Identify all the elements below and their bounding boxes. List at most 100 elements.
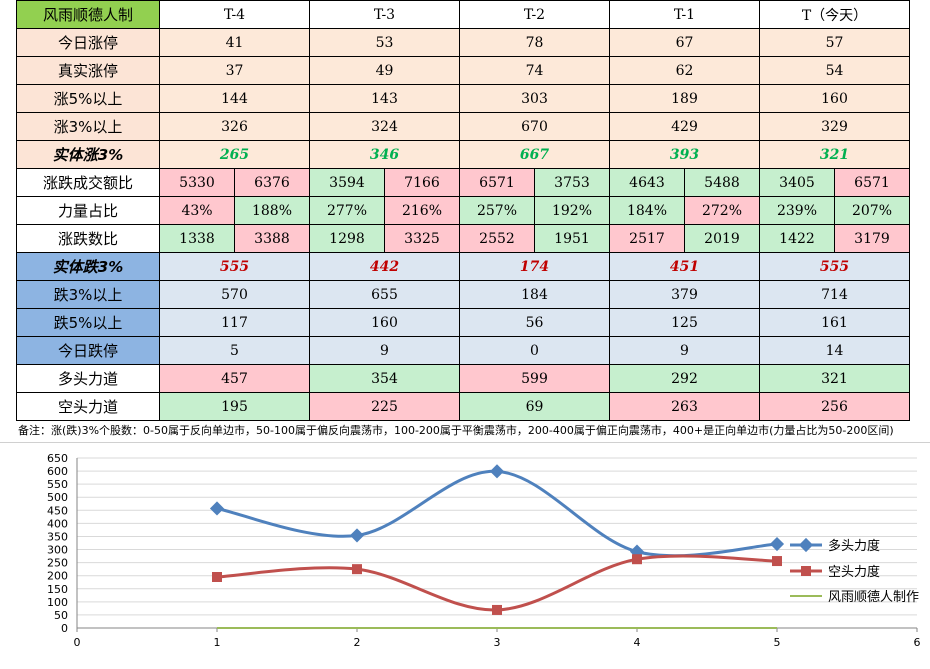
table-cell: 6571 bbox=[835, 169, 910, 197]
y-tick-label: 0 bbox=[61, 622, 68, 635]
y-tick-label: 50 bbox=[54, 609, 68, 622]
table-cell: 41 bbox=[160, 29, 310, 57]
legend-marker bbox=[801, 566, 811, 576]
table-cell: 49 bbox=[310, 57, 460, 85]
table-cell: 69 bbox=[460, 393, 610, 421]
row-label: 跌5%以上 bbox=[16, 309, 160, 337]
bear-series-point bbox=[492, 604, 502, 615]
table-cell: 189 bbox=[610, 85, 760, 113]
x-tick-label: 1 bbox=[214, 636, 221, 649]
table-cell: 3405 bbox=[760, 169, 835, 197]
y-tick-label: 200 bbox=[47, 570, 68, 583]
table-cell: 144 bbox=[160, 85, 310, 113]
table-cell: 326 bbox=[160, 113, 310, 141]
y-tick-label: 450 bbox=[47, 504, 68, 517]
row-label: 实体涨3% bbox=[16, 141, 160, 169]
table-corner-label: 风雨顺德人制 bbox=[16, 0, 160, 29]
table-cell: 143 bbox=[310, 85, 460, 113]
row-label: 真实涨停 bbox=[16, 57, 160, 85]
column-header: T-4 bbox=[160, 0, 310, 29]
table-cell: 321 bbox=[760, 141, 910, 169]
table-cell: 9 bbox=[310, 337, 460, 365]
table-cell: 277% bbox=[310, 197, 385, 225]
y-tick-label: 400 bbox=[47, 517, 68, 530]
table-cell: 457 bbox=[160, 365, 310, 393]
table-cell: 3594 bbox=[310, 169, 385, 197]
row-label: 涨3%以上 bbox=[16, 113, 160, 141]
table-cell: 174 bbox=[460, 253, 610, 281]
table-cell: 442 bbox=[310, 253, 460, 281]
data-table: 风雨顺德人制 T-4 T-3 T-2 T-1 T（今天） 今日涨停 41 53 78 67 57 真实涨… bbox=[16, 0, 910, 421]
table-note: 备注：涨(跌)3%个股数：0-50属于反向单边市，50-100属于偏反向震荡市，… bbox=[18, 424, 894, 437]
column-header: T（今天） bbox=[760, 0, 910, 29]
table-cell: 239% bbox=[760, 197, 835, 225]
table-cell: 2552 bbox=[460, 225, 535, 253]
table-cell: 74 bbox=[460, 57, 610, 85]
bear-series-point bbox=[632, 554, 642, 565]
table-cell: 3325 bbox=[385, 225, 460, 253]
table-cell: 714 bbox=[760, 281, 910, 309]
table-cell: 670 bbox=[460, 113, 610, 141]
table-cell: 3388 bbox=[235, 225, 310, 253]
table-cell: 14 bbox=[760, 337, 910, 365]
row-label: 力量占比 bbox=[16, 197, 160, 225]
row-label: 实体跌3% bbox=[16, 253, 160, 281]
table-cell: 43% bbox=[160, 197, 235, 225]
table-cell: 346 bbox=[310, 141, 460, 169]
table-cell: 67 bbox=[610, 29, 760, 57]
table-cell: 188% bbox=[235, 197, 310, 225]
table-cell: 655 bbox=[310, 281, 460, 309]
table-cell: 161 bbox=[760, 309, 910, 337]
table-cell: 56 bbox=[460, 309, 610, 337]
line-chart: 0501001502002503003504004505005506006500… bbox=[47, 452, 921, 649]
y-tick-label: 500 bbox=[47, 491, 68, 504]
table-cell: 5330 bbox=[160, 169, 235, 197]
y-tick-label: 550 bbox=[47, 478, 68, 491]
table-cell: 263 bbox=[610, 393, 760, 421]
x-tick-label: 6 bbox=[914, 636, 921, 649]
bear-series-point bbox=[772, 556, 782, 567]
table-cell: 160 bbox=[310, 309, 460, 337]
x-tick-label: 5 bbox=[774, 636, 781, 649]
column-header: T-3 bbox=[310, 0, 460, 29]
table-cell: 0 bbox=[460, 337, 610, 365]
x-tick-label: 2 bbox=[354, 636, 361, 649]
legend-label: 多头力度 bbox=[828, 538, 880, 554]
table-cell: 429 bbox=[610, 113, 760, 141]
table-cell: 2019 bbox=[685, 225, 760, 253]
table-cell: 265 bbox=[160, 141, 310, 169]
table-cell: 1298 bbox=[310, 225, 385, 253]
bull-series-point bbox=[209, 501, 225, 516]
table-cell: 292 bbox=[610, 365, 760, 393]
y-tick-label: 350 bbox=[47, 530, 68, 543]
y-tick-label: 150 bbox=[47, 583, 68, 596]
table-cell: 5488 bbox=[685, 169, 760, 197]
table-cell: 225 bbox=[310, 393, 460, 421]
table-cell: 6571 bbox=[460, 169, 535, 197]
table-cell: 5 bbox=[160, 337, 310, 365]
row-label: 涨跌数比 bbox=[16, 225, 160, 253]
table-cell: 37 bbox=[160, 57, 310, 85]
table-cell: 329 bbox=[760, 113, 910, 141]
table-cell: 354 bbox=[310, 365, 460, 393]
table-cell: 195 bbox=[160, 393, 310, 421]
table-cell: 207% bbox=[835, 197, 910, 225]
row-label: 涨跌成交额比 bbox=[16, 169, 160, 197]
table-cell: 78 bbox=[460, 29, 610, 57]
table-cell: 54 bbox=[760, 57, 910, 85]
row-label: 今日涨停 bbox=[16, 29, 160, 57]
x-tick-label: 4 bbox=[634, 636, 641, 649]
table-cell: 321 bbox=[760, 365, 910, 393]
table-cell: 7166 bbox=[385, 169, 460, 197]
table-cell: 3179 bbox=[835, 225, 910, 253]
table-cell: 184 bbox=[460, 281, 610, 309]
table-cell: 599 bbox=[460, 365, 610, 393]
table-cell: 125 bbox=[610, 309, 760, 337]
row-label: 跌3%以上 bbox=[16, 281, 160, 309]
table-cell: 393 bbox=[610, 141, 760, 169]
row-label: 今日跌停 bbox=[16, 337, 160, 365]
divider bbox=[0, 442, 930, 443]
column-header: T-2 bbox=[460, 0, 610, 29]
legend-label: 空头力度 bbox=[828, 564, 880, 580]
table-cell: 6376 bbox=[235, 169, 310, 197]
